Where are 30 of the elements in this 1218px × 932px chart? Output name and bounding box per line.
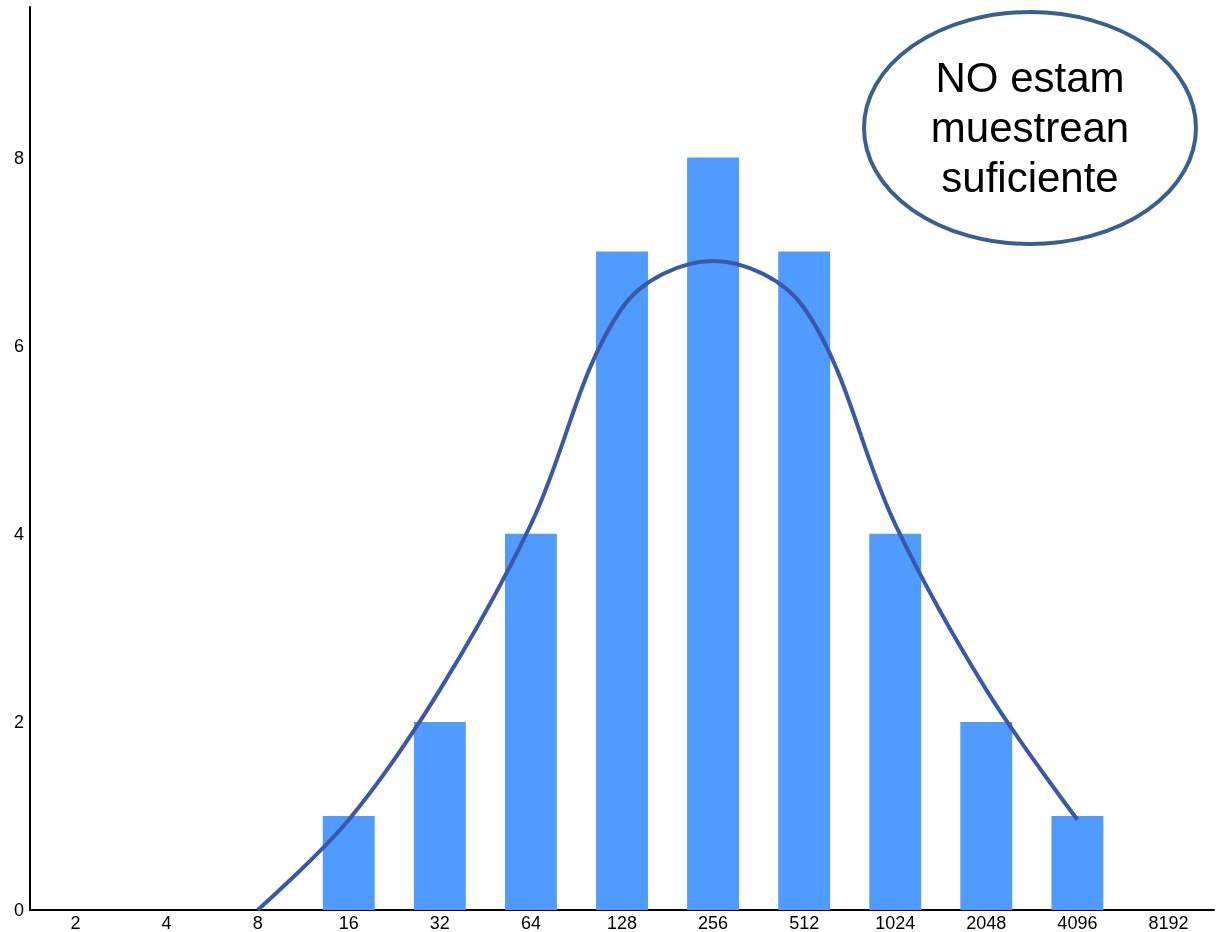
x-tick-label: 4096 (1057, 913, 1098, 932)
bar (596, 251, 648, 910)
x-tick-label: 4 (161, 913, 172, 932)
x-tick-label: 2048 (966, 913, 1007, 932)
line-series (255, 258, 1080, 912)
ellipse-callout: NO estam muestrean suficiente (860, 8, 1200, 248)
bar (1051, 815, 1104, 910)
bar (687, 157, 740, 910)
y-tick-label: 6 (13, 335, 24, 356)
x-tick-label: 8192 (1148, 913, 1189, 932)
bar (504, 533, 557, 910)
bar (778, 251, 831, 910)
y-tick-label: 0 (13, 900, 24, 920)
x-tick-label: 64 (520, 913, 541, 932)
x-tick-label: 512 (789, 913, 820, 932)
x-tick-label: 32 (429, 913, 450, 932)
x-tick-label: 128 (606, 913, 638, 932)
x-tick-label: 16 (338, 913, 359, 932)
y-tick-label: 2 (13, 711, 24, 732)
bar (322, 815, 375, 910)
x-tick-label: 256 (698, 913, 729, 932)
bar (960, 721, 1013, 910)
x-tick-label: 2 (70, 913, 81, 932)
y-tick-label: 8 (13, 147, 24, 168)
bar (869, 533, 922, 910)
bar (413, 721, 466, 910)
x-tick-label: 1024 (875, 913, 916, 932)
annotation: NO estam muestrean suficiente (930, 54, 1130, 201)
y-tick-label: 4 (13, 523, 24, 544)
x-tick-label: 8 (252, 913, 263, 932)
